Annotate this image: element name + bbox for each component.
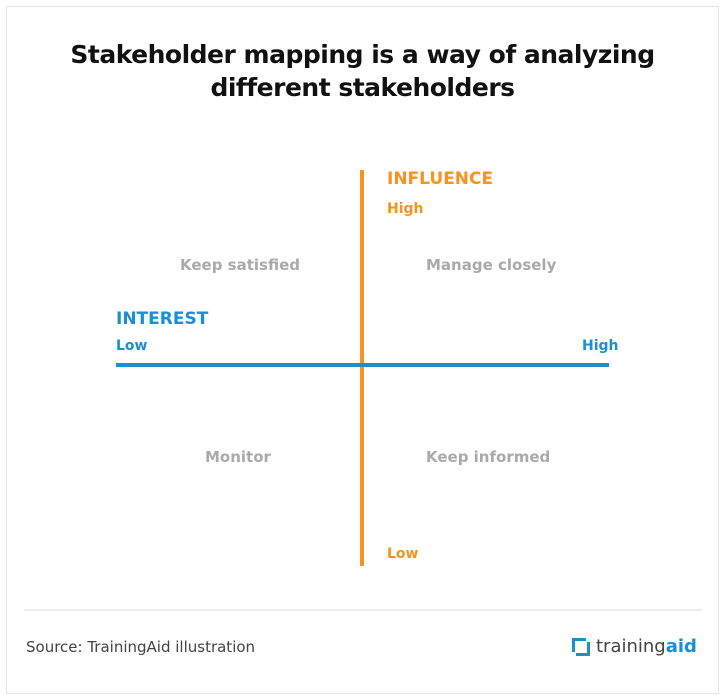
bracket-logo-icon (572, 637, 590, 656)
logo-text-aid: aid (665, 636, 697, 657)
quadrant-monitor: Monitor (205, 448, 271, 466)
quadrant-keep-satisfied: Keep satisfied (180, 256, 300, 274)
quadrant-manage-closely: Manage closely (426, 256, 557, 274)
influence-axis-line (360, 170, 364, 566)
trainingaid-logo: trainingaid (572, 636, 697, 657)
influence-axis-label: INFLUENCE (387, 169, 494, 189)
interest-low-label: Low (116, 338, 148, 354)
title-line-1: Stakeholder mapping is a way of analyzin… (70, 40, 655, 69)
logo-text-training: training (596, 636, 666, 657)
title-line-2: different stakeholders (210, 73, 515, 102)
footer-divider (24, 609, 702, 611)
diagram-title: Stakeholder mapping is a way of analyzin… (0, 38, 725, 104)
influence-high-label: High (387, 201, 424, 217)
quadrant-keep-informed: Keep informed (426, 448, 551, 466)
interest-axis-label: INTEREST (116, 309, 209, 329)
influence-low-label: Low (387, 546, 419, 562)
interest-high-label: High (582, 338, 619, 354)
source-caption: Source: TrainingAid illustration (26, 638, 256, 656)
interest-axis-line (116, 363, 609, 367)
